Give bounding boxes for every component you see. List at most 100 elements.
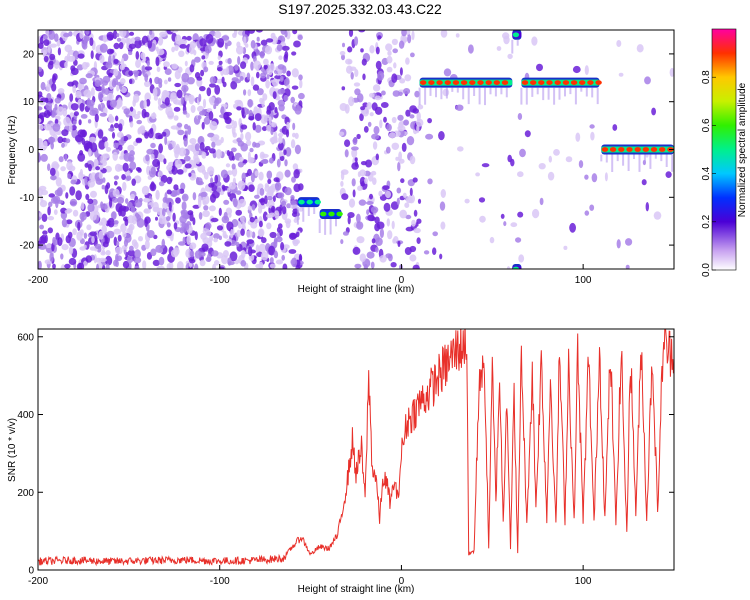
snr-marks (38, 329, 674, 567)
noise-speck (381, 90, 386, 96)
noise-speck (378, 190, 383, 197)
noise-speck (122, 181, 127, 191)
noise-speck (84, 175, 88, 186)
noise-speck (195, 157, 201, 165)
noise-speck (194, 263, 199, 269)
noise-speck (118, 42, 124, 50)
noise-speck (411, 30, 415, 41)
noise-speck (173, 184, 179, 191)
noise-speck (292, 239, 299, 247)
noise-speck (157, 134, 164, 140)
noise-speck (340, 239, 344, 245)
noise-speck (76, 262, 85, 269)
noise-speck (266, 109, 271, 115)
noise-speck (398, 91, 403, 97)
noise-speck (192, 217, 196, 226)
noise-speck (254, 124, 262, 133)
noise-speck (87, 180, 96, 188)
track-peak (595, 80, 602, 85)
noise-speck (503, 221, 507, 227)
noise-speck (126, 255, 134, 263)
noise-speck (129, 245, 134, 252)
noise-speck (173, 99, 182, 105)
noise-speck (99, 154, 107, 164)
noise-speck (507, 53, 513, 60)
noise-speck (185, 112, 190, 118)
noise-speck (273, 239, 278, 249)
noise-speck (233, 197, 238, 208)
noise-speck (625, 264, 630, 269)
noise-speck (645, 202, 649, 212)
noise-speck (109, 197, 113, 208)
noise-speck (268, 102, 275, 111)
noise-speck (217, 38, 225, 48)
noise-speck (412, 264, 420, 269)
noise-speck (211, 141, 216, 148)
noise-speck (143, 99, 147, 109)
noise-speck (457, 146, 464, 152)
noise-speck (395, 156, 400, 161)
noise-speck (197, 115, 202, 120)
noise-speck (366, 251, 375, 259)
noise-speck (64, 61, 68, 69)
track-peak (420, 80, 427, 85)
noise-speck (404, 202, 410, 208)
noise-speck (150, 166, 156, 175)
noise-speck (237, 180, 246, 191)
noise-speck (100, 217, 107, 227)
noise-speck (347, 215, 351, 225)
noise-speck (174, 159, 183, 169)
noise-speck (361, 58, 367, 66)
noise-speck (209, 76, 216, 84)
noise-speck (141, 65, 145, 75)
noise-speck (243, 36, 247, 46)
noise-speck (102, 241, 109, 248)
noise-speck (256, 186, 260, 197)
noise-speck (230, 228, 234, 239)
noise-speck (113, 175, 119, 180)
noise-speck (357, 185, 363, 191)
noise-speck (201, 109, 207, 116)
noise-speck (181, 201, 187, 211)
noise-speck (222, 230, 227, 239)
noise-speck (359, 253, 366, 262)
noise-speck (233, 120, 238, 129)
x-tick-label: -200 (28, 576, 48, 587)
noise-speck (47, 136, 56, 144)
noise-speck (40, 153, 48, 162)
noise-speck (518, 254, 525, 263)
noise-speck (299, 79, 303, 89)
noise-speck (69, 198, 78, 207)
noise-speck (72, 84, 77, 94)
noise-speck (67, 231, 73, 239)
noise-speck (341, 54, 345, 61)
noise-speck (517, 113, 523, 120)
noise-speck (237, 56, 241, 65)
noise-speck (152, 87, 158, 97)
noise-speck (254, 142, 261, 148)
noise-speck (177, 129, 185, 136)
noise-speck (286, 203, 292, 209)
noise-speck (360, 48, 364, 53)
noise-speck (351, 148, 358, 158)
noise-speck (374, 223, 380, 232)
noise-speck (150, 248, 157, 257)
colorbar-tick-label: 0.4 (701, 166, 712, 180)
noise-speck (49, 53, 56, 61)
noise-speck (347, 212, 355, 218)
noise-speck (252, 84, 260, 91)
snr-y-ticks: 0 200 400 600 (17, 332, 674, 577)
colorbar-tick-label: 0.2 (701, 214, 712, 228)
noise-speck (79, 169, 83, 177)
noise-speck (96, 263, 99, 269)
noise-speck (252, 122, 256, 131)
noise-speck (194, 143, 200, 152)
noise-speck (202, 210, 210, 218)
track-peak (493, 80, 500, 85)
noise-speck (61, 218, 68, 228)
noise-speck (137, 111, 141, 115)
noise-speck (438, 131, 445, 141)
noise-speck (235, 209, 242, 216)
track-peak (298, 199, 305, 205)
noise-speck (104, 88, 110, 95)
